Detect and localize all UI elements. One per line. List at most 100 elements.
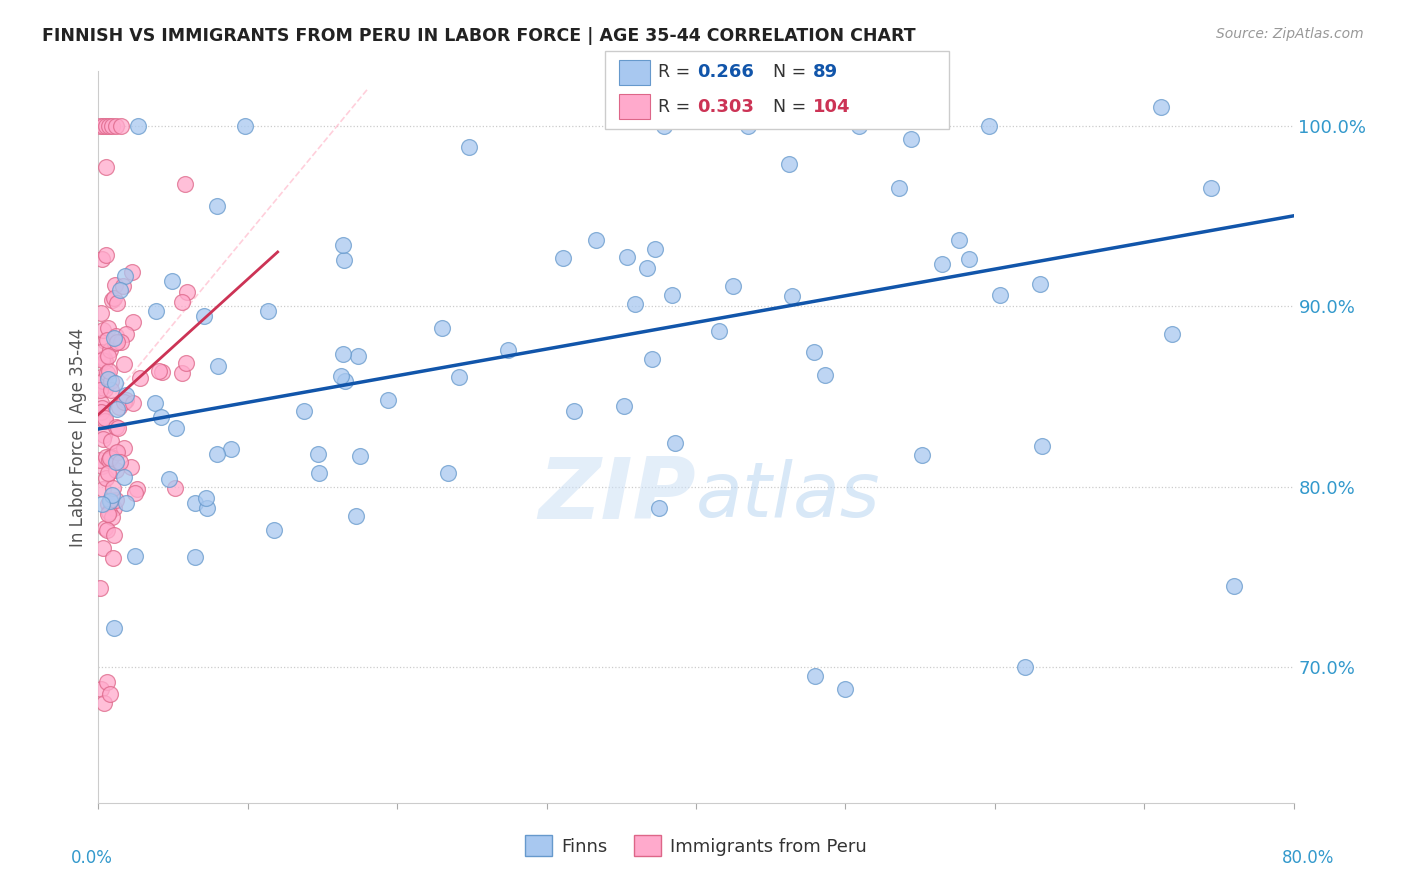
Point	[112, 357, 135, 371]
Text: Source: ZipAtlas.com: Source: ZipAtlas.com	[1216, 27, 1364, 41]
Point	[723, 278, 745, 293]
Point	[150, 410, 173, 425]
Point	[90, 405, 112, 419]
Point	[988, 288, 1011, 302]
Point	[100, 293, 122, 307]
Point	[97, 364, 120, 378]
Point	[804, 669, 827, 683]
Text: N =: N =	[773, 63, 813, 81]
Text: ZIP: ZIP	[538, 454, 696, 537]
Point	[647, 501, 669, 516]
Point	[803, 345, 825, 359]
Point	[195, 501, 218, 516]
Point	[623, 296, 645, 310]
Point	[89, 383, 111, 397]
Point	[172, 294, 194, 309]
Point	[737, 119, 759, 133]
Point	[292, 404, 315, 418]
Point	[101, 488, 124, 502]
Point	[613, 399, 636, 413]
Point	[957, 252, 980, 266]
Point	[377, 392, 399, 407]
Point	[104, 277, 127, 292]
Point	[344, 509, 367, 524]
Point	[644, 242, 666, 256]
Point	[90, 344, 112, 359]
Point	[103, 481, 125, 495]
Point	[96, 450, 118, 464]
Point	[98, 493, 121, 508]
Text: R =: R =	[658, 63, 696, 81]
Text: FINNISH VS IMMIGRANTS FROM PERU IN LABOR FORCE | AGE 35-44 CORRELATION CHART: FINNISH VS IMMIGRANTS FROM PERU IN LABOR…	[42, 27, 915, 45]
Point	[97, 497, 120, 511]
Point	[91, 541, 114, 555]
Point	[233, 119, 256, 133]
Point	[91, 401, 114, 416]
Point	[931, 256, 953, 270]
Point	[93, 351, 115, 366]
Point	[160, 274, 183, 288]
Point	[347, 349, 370, 363]
Point	[195, 491, 218, 505]
Point	[98, 688, 122, 702]
Point	[103, 527, 125, 541]
Point	[205, 199, 228, 213]
Point	[89, 453, 111, 467]
Point	[94, 353, 117, 368]
Point	[257, 304, 280, 318]
Point	[562, 404, 585, 418]
Point	[814, 368, 837, 382]
Point	[96, 248, 118, 262]
Point	[641, 352, 664, 367]
Point	[97, 372, 120, 386]
Point	[93, 428, 115, 442]
Point	[948, 233, 970, 247]
Point	[205, 447, 228, 461]
Point	[121, 265, 143, 279]
Point	[94, 411, 117, 425]
Point	[115, 327, 138, 342]
Point	[100, 450, 122, 465]
Point	[437, 466, 460, 480]
Point	[124, 486, 146, 500]
Point	[1199, 181, 1222, 195]
Point	[707, 324, 730, 338]
Point	[127, 119, 149, 133]
Point	[449, 370, 471, 384]
Point	[97, 321, 120, 335]
Point	[91, 459, 114, 474]
Point	[332, 237, 354, 252]
Point	[97, 466, 120, 480]
Point	[193, 309, 215, 323]
Point	[107, 420, 129, 434]
Point	[848, 119, 870, 133]
Point	[977, 119, 1000, 133]
Point	[105, 493, 128, 508]
Point	[93, 382, 115, 396]
Point	[887, 181, 910, 195]
Point	[105, 401, 128, 416]
Point	[108, 283, 131, 297]
Point	[172, 366, 194, 380]
Point	[105, 329, 128, 343]
Point	[94, 414, 117, 428]
Point	[91, 497, 114, 511]
Point	[1161, 327, 1184, 342]
Point	[97, 349, 120, 363]
Point	[329, 368, 352, 383]
Point	[145, 395, 167, 409]
Point	[585, 233, 607, 247]
Point	[90, 411, 112, 425]
Point	[122, 396, 145, 410]
Point	[110, 335, 132, 350]
Point	[127, 482, 149, 496]
Point	[94, 119, 117, 133]
Point	[664, 436, 686, 450]
Point	[89, 581, 111, 595]
Point	[104, 376, 127, 390]
Text: 104: 104	[813, 98, 851, 116]
Point	[103, 621, 125, 635]
Point	[100, 434, 122, 448]
Point	[93, 521, 115, 535]
Point	[616, 251, 638, 265]
